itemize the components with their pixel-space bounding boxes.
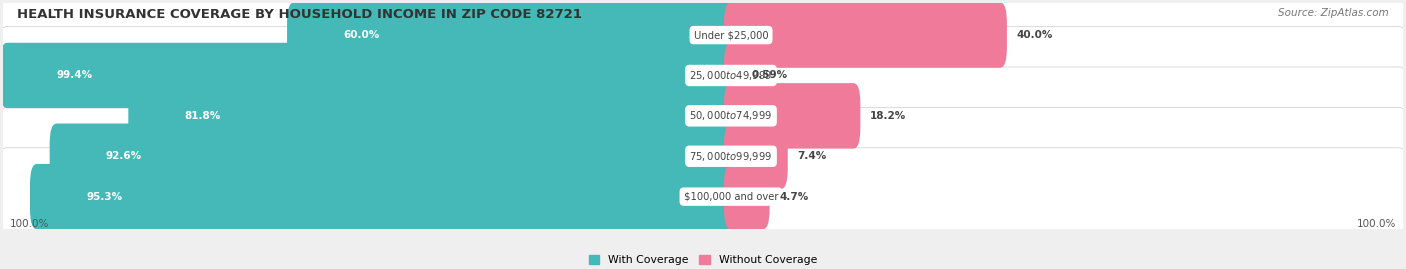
Text: 100.0%: 100.0% xyxy=(10,219,49,229)
Text: 0.59%: 0.59% xyxy=(752,70,787,80)
Text: Source: ZipAtlas.com: Source: ZipAtlas.com xyxy=(1278,8,1389,18)
Text: 100.0%: 100.0% xyxy=(1357,219,1396,229)
FancyBboxPatch shape xyxy=(0,67,1406,165)
Text: 40.0%: 40.0% xyxy=(1017,30,1053,40)
FancyBboxPatch shape xyxy=(287,2,738,68)
FancyBboxPatch shape xyxy=(0,27,1406,124)
FancyBboxPatch shape xyxy=(724,83,860,148)
FancyBboxPatch shape xyxy=(0,148,1406,246)
Text: 81.8%: 81.8% xyxy=(184,111,221,121)
Text: 18.2%: 18.2% xyxy=(870,111,907,121)
FancyBboxPatch shape xyxy=(128,83,738,148)
Text: 99.4%: 99.4% xyxy=(56,70,93,80)
Legend: With Coverage, Without Coverage: With Coverage, Without Coverage xyxy=(585,251,821,269)
Text: HEALTH INSURANCE COVERAGE BY HOUSEHOLD INCOME IN ZIP CODE 82721: HEALTH INSURANCE COVERAGE BY HOUSEHOLD I… xyxy=(17,8,582,21)
FancyBboxPatch shape xyxy=(724,164,769,229)
FancyBboxPatch shape xyxy=(0,107,1406,205)
FancyBboxPatch shape xyxy=(0,0,1406,84)
Text: 95.3%: 95.3% xyxy=(86,192,122,202)
Text: $25,000 to $49,999: $25,000 to $49,999 xyxy=(689,69,773,82)
Text: Under $25,000: Under $25,000 xyxy=(693,30,768,40)
Text: $50,000 to $74,999: $50,000 to $74,999 xyxy=(689,109,773,122)
FancyBboxPatch shape xyxy=(724,43,742,108)
Text: 92.6%: 92.6% xyxy=(105,151,142,161)
Text: $100,000 and over: $100,000 and over xyxy=(683,192,779,202)
FancyBboxPatch shape xyxy=(0,43,738,108)
FancyBboxPatch shape xyxy=(49,123,738,189)
Text: 7.4%: 7.4% xyxy=(797,151,827,161)
FancyBboxPatch shape xyxy=(724,2,1007,68)
FancyBboxPatch shape xyxy=(30,164,738,229)
FancyBboxPatch shape xyxy=(724,123,787,189)
Text: 60.0%: 60.0% xyxy=(343,30,380,40)
Text: 4.7%: 4.7% xyxy=(779,192,808,202)
Text: $75,000 to $99,999: $75,000 to $99,999 xyxy=(689,150,773,163)
